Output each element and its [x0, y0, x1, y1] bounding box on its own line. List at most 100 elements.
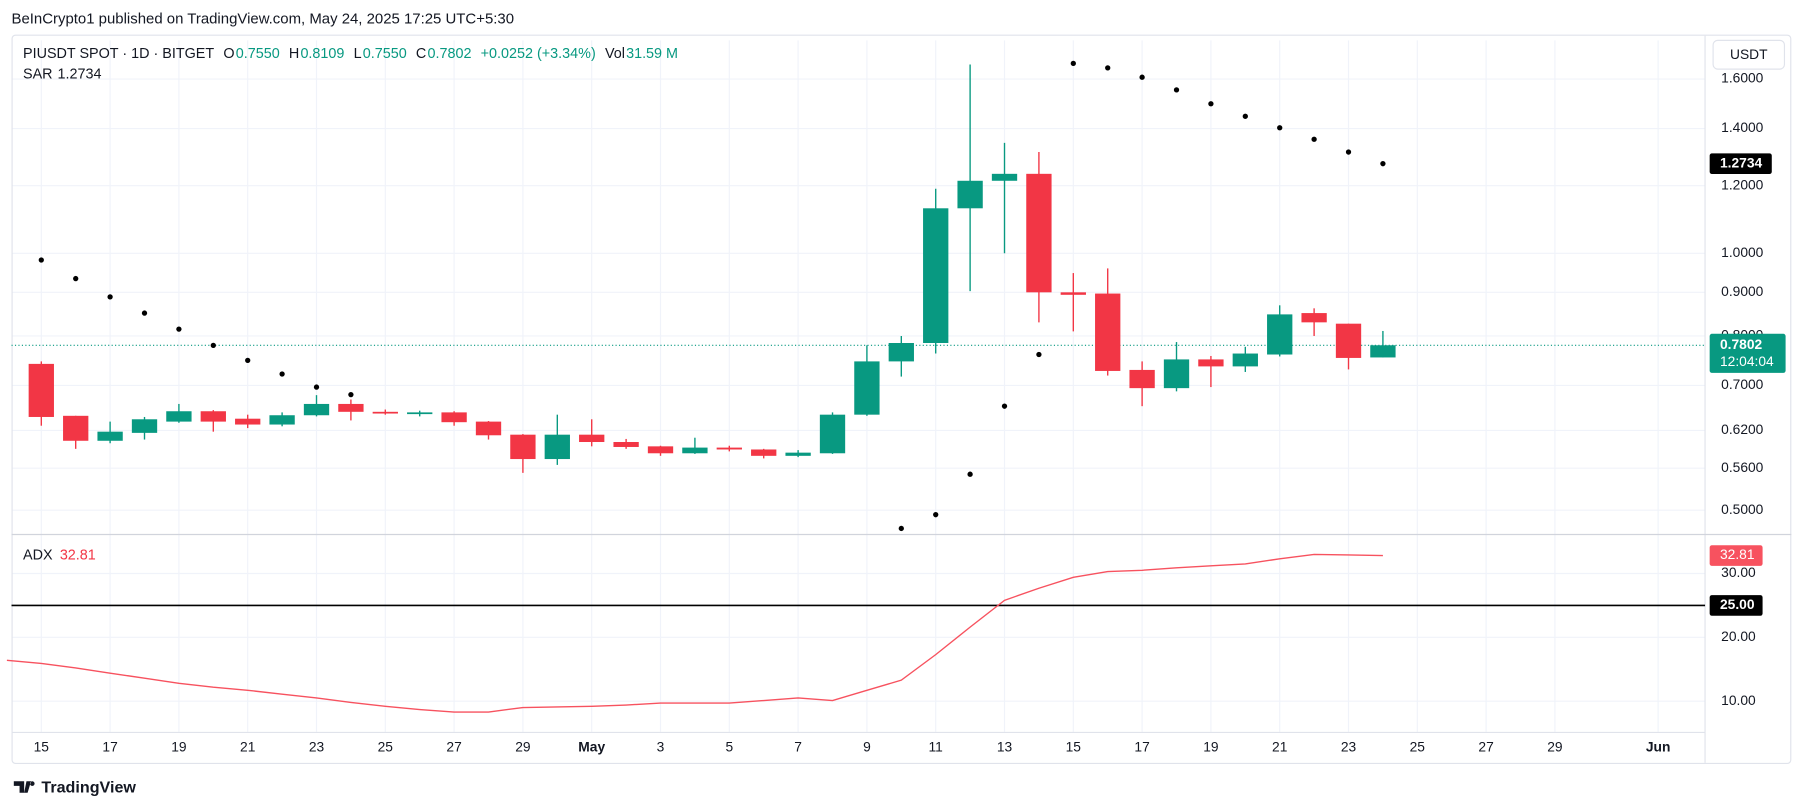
x-tick-label: 23 — [309, 740, 325, 755]
candle-body — [475, 421, 502, 436]
sar-dot — [141, 310, 148, 316]
candle-body — [751, 449, 777, 456]
candle-body — [1370, 345, 1396, 358]
reference-label-bg — [1709, 595, 1763, 616]
x-tick-label: 19 — [1203, 740, 1219, 755]
currency-button[interactable] — [1712, 39, 1786, 70]
legend-value: 0.7802 — [427, 46, 471, 62]
x-tick-label: 21 — [1272, 740, 1287, 755]
sar-dot — [967, 471, 973, 477]
y-tick-label: 0.7000 — [1721, 377, 1764, 392]
currency[interactable]: USDT — [1730, 47, 1768, 62]
brand-logo — [13, 781, 35, 793]
y-tick-label: 0.6200 — [1721, 422, 1764, 437]
x-tick-label: 19 — [171, 740, 187, 755]
sar-dot — [107, 294, 113, 300]
legend-change: +0.0252 (+3.34%) — [481, 46, 596, 62]
legend-label: L — [354, 46, 362, 62]
candle-body — [923, 208, 949, 344]
sar-dot — [1139, 74, 1145, 80]
x-tick-label: Jun — [1646, 740, 1671, 755]
candle-body — [1095, 293, 1121, 371]
candle-body — [854, 361, 880, 415]
indicator-line — [6, 553, 1383, 713]
x-tick-label: 15 — [1066, 740, 1082, 755]
sar-dot — [1105, 65, 1111, 71]
candle-body — [131, 419, 158, 433]
legend-value: 0.8109 — [300, 46, 344, 62]
sar-dot — [1070, 60, 1076, 67]
legend-volume-value: 31.59 M — [626, 46, 678, 62]
y-tick-label: 1.2000 — [1721, 177, 1764, 192]
sar-dot — [1208, 101, 1214, 107]
sar-dot — [38, 257, 44, 263]
sar-dot — [1036, 351, 1042, 358]
legend-label: O — [223, 46, 234, 62]
y-tick-label: 1.6000 — [1721, 71, 1764, 86]
candle-body — [338, 403, 364, 412]
candle-body — [1026, 173, 1052, 293]
y-tick-label: 0.5000 — [1721, 502, 1764, 517]
candle-body — [1060, 292, 1086, 295]
candle-body — [407, 412, 433, 415]
candle-body — [682, 447, 708, 454]
candle-body — [510, 434, 536, 460]
sar-price-label-bg — [1709, 153, 1772, 175]
indicator-label: 32.81 — [1720, 547, 1755, 562]
legend-volume-label: Vol — [605, 46, 625, 62]
adx-legend-name: ADX — [23, 548, 53, 564]
y-tick-label: 1.4000 — [1721, 120, 1764, 135]
x-tick-label: 5 — [725, 740, 733, 755]
candle-body — [544, 434, 570, 460]
x-tick-label: 23 — [1341, 740, 1357, 755]
x-tick-label: 25 — [378, 740, 394, 755]
candle-body — [1335, 323, 1362, 358]
chart-frame — [11, 34, 1792, 765]
x-tick-label: 7 — [794, 740, 802, 755]
candle-body — [1232, 353, 1258, 367]
y-tick-label: 0.5600 — [1721, 460, 1764, 475]
y-tick-label: 10.00 — [1721, 693, 1756, 708]
legend: PIUSDT SPOT · 1D · BITGET SAR 1.2734 ADX… — [23, 46, 214, 564]
candle-body — [1129, 369, 1155, 389]
x-tick-label: 27 — [1478, 740, 1493, 755]
x-tick-label: 11 — [929, 740, 943, 755]
y-tick-label: 1.0000 — [1721, 245, 1764, 260]
candle-body — [647, 446, 674, 454]
sar-dot — [1380, 161, 1386, 167]
x-tick-label: 29 — [1547, 740, 1563, 755]
candle-body — [28, 363, 54, 417]
x-tick-label: 25 — [1410, 740, 1426, 755]
x-tick-label: 17 — [102, 740, 117, 755]
candle-body — [235, 418, 261, 425]
sar-dot — [1173, 87, 1180, 93]
reference-label: 25.00 — [1720, 597, 1755, 612]
x-tick-label: 15 — [34, 740, 50, 755]
sar-dot — [1345, 149, 1352, 155]
candle-body — [269, 415, 295, 425]
candle-body — [785, 452, 811, 456]
candle-body — [991, 173, 1018, 181]
sar-dot — [210, 342, 216, 349]
legend-label: H — [289, 46, 299, 62]
footer-brand: TradingView — [41, 778, 136, 796]
candle-body — [166, 411, 192, 422]
sar-dot — [245, 357, 251, 364]
sar-dot — [1242, 113, 1248, 119]
candle-body — [579, 434, 605, 443]
sar-dot — [279, 371, 285, 377]
y-tick-label: 30.00 — [1721, 565, 1756, 580]
sar-dot — [313, 384, 320, 390]
sar-dot — [348, 391, 354, 398]
legend-value: 0.7550 — [236, 46, 280, 62]
x-tick-label: 29 — [515, 740, 531, 755]
x-tick-label: 13 — [997, 740, 1013, 755]
publisher-header: BeInCrypto1 published on TradingView.com… — [12, 11, 515, 28]
sar-legend-name: SAR — [23, 67, 53, 83]
candle-body — [1301, 313, 1327, 323]
candle-body — [888, 343, 914, 362]
sar-dot — [1277, 125, 1283, 131]
sar-dot — [898, 525, 904, 532]
x-tick-label: 17 — [1134, 740, 1149, 755]
